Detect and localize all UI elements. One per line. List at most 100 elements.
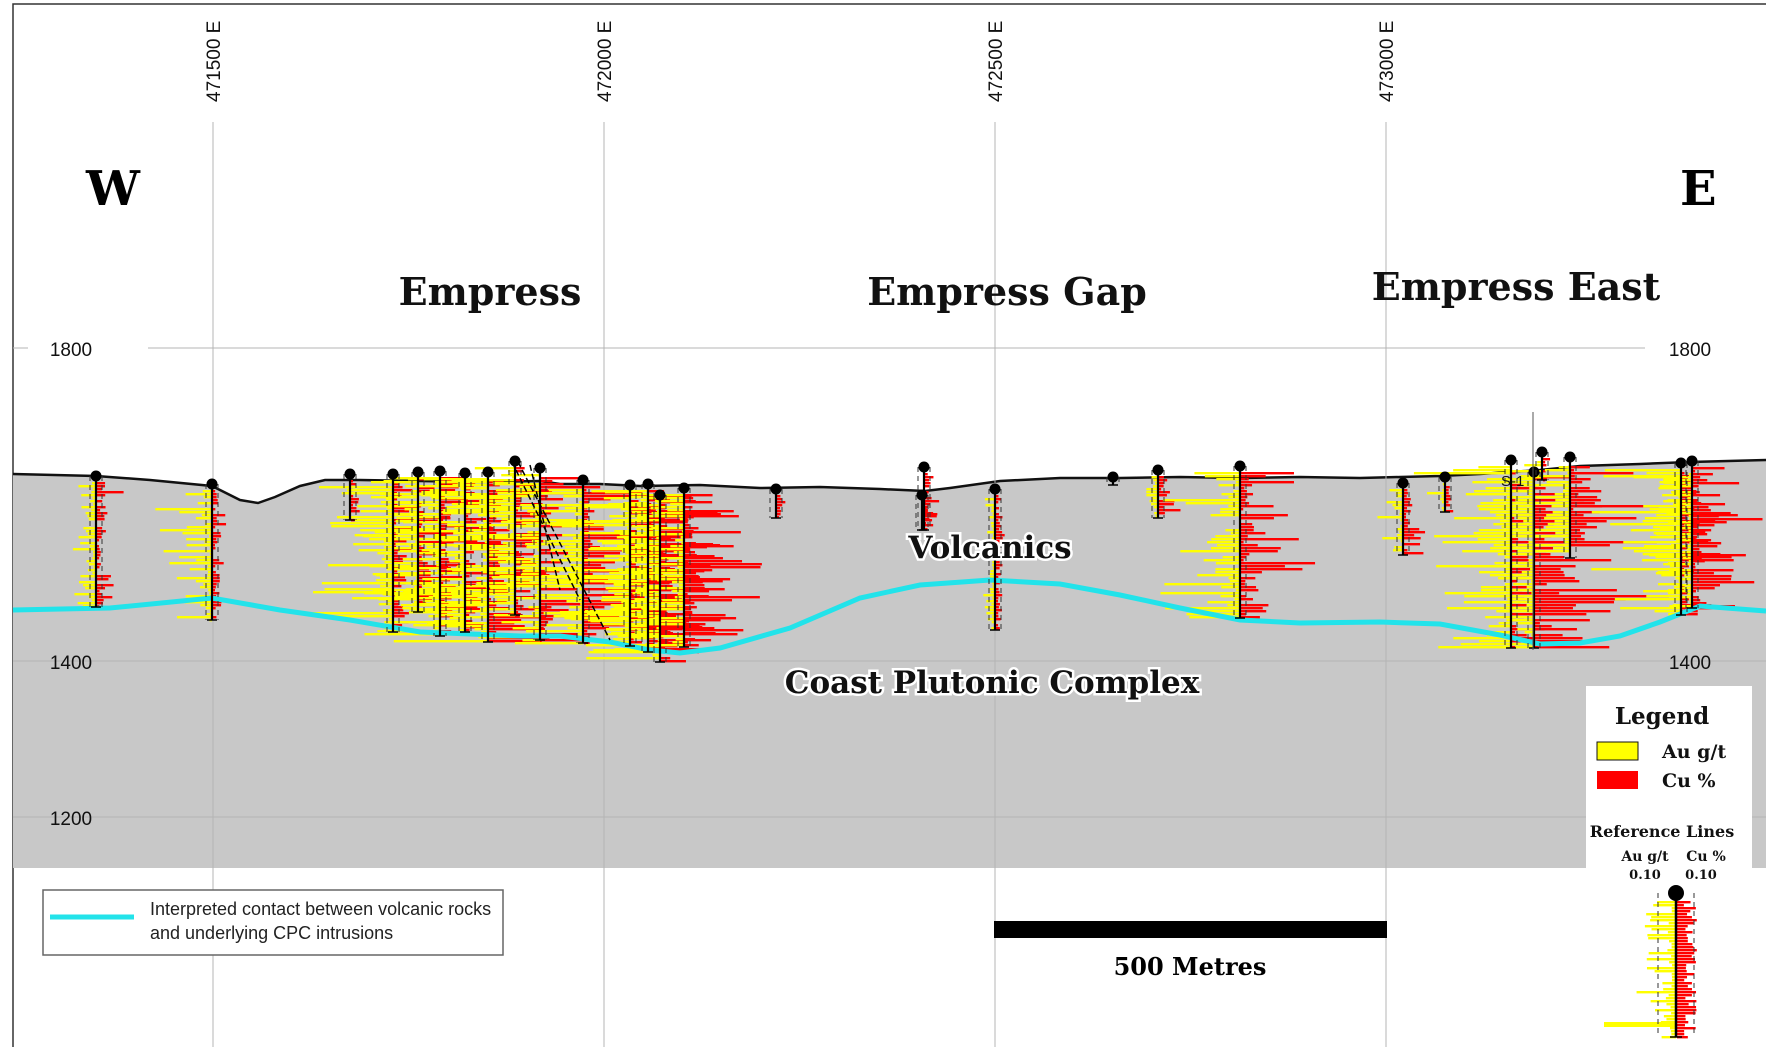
cu-assay-bar	[661, 525, 668, 528]
au-assay-bar	[631, 561, 660, 564]
au-assay-bar	[1400, 519, 1403, 522]
au-assay-bar	[1392, 549, 1403, 552]
cu-assay-bar	[1535, 595, 1669, 598]
au-assay-bar	[1434, 535, 1511, 538]
au-assay-bar	[628, 572, 684, 575]
au-assay-bar	[1678, 596, 1692, 599]
cu-assay-bar	[661, 660, 686, 663]
au-assay-bar	[461, 610, 488, 613]
au-assay-bar	[389, 477, 440, 480]
au-assay-bar	[204, 541, 212, 544]
au-assay-bar	[421, 549, 440, 552]
au-assay-bar	[1604, 1022, 1676, 1027]
cu-assay-bar	[1535, 574, 1565, 577]
au-assay-bar	[453, 479, 515, 482]
au-assay-bar	[586, 657, 660, 660]
cu-assay-bar	[1241, 538, 1299, 541]
au-assay-bar	[1395, 492, 1403, 495]
drillhole-collar	[1397, 477, 1409, 489]
au-assay-bar	[460, 563, 465, 566]
au-assay-bar	[629, 493, 648, 496]
au-assay-bar	[1622, 547, 1681, 550]
cu-assay-bar	[923, 528, 928, 531]
cu-assay-bar	[1241, 541, 1244, 544]
cu-assay-bar	[1404, 507, 1408, 510]
au-assay-bar	[1666, 1018, 1676, 1021]
cu-assay-bar	[996, 528, 1000, 531]
cu-assay-bar	[213, 520, 218, 523]
au-assay-bar	[501, 621, 540, 624]
cu-assay-bar	[213, 514, 226, 517]
cu-assay-bar	[685, 515, 739, 518]
cu-assay-bar	[1571, 511, 1600, 514]
cu-assay-bar	[1535, 598, 1626, 601]
au-assay-bar	[579, 506, 630, 509]
au-assay-bar	[507, 519, 583, 522]
cu-assay-bar	[661, 519, 689, 522]
au-assay-bar	[404, 508, 418, 511]
cu-assay-bar	[97, 527, 103, 530]
au-assay-bar	[681, 542, 684, 545]
au-assay-bar	[1643, 590, 1692, 593]
au-assay-bar	[500, 521, 515, 524]
au-assay-bar	[1520, 484, 1570, 487]
cu-assay-bar	[419, 523, 423, 526]
cu-assay-bar	[97, 563, 101, 566]
cu-assay-bar	[1241, 487, 1245, 490]
au-assay-bar	[1689, 542, 1692, 545]
au-assay-bar	[680, 536, 684, 539]
cu-assay-bar	[996, 594, 1003, 597]
au-assay-bar	[514, 642, 583, 645]
au-assay-bar	[1667, 931, 1676, 934]
au-assay-bar	[1567, 472, 1570, 475]
cu-assay-bar	[1693, 554, 1746, 557]
au-assay-bar	[603, 497, 630, 500]
au-assay-bar	[1528, 541, 1534, 544]
au-assay-bar	[1153, 506, 1158, 509]
cu-assay-bar	[584, 501, 590, 504]
drillhole-collar	[1528, 466, 1540, 478]
au-assay-bar	[1499, 520, 1511, 523]
au-assay-bar	[1676, 506, 1692, 509]
cu-assay-bar	[584, 603, 599, 606]
cu-assay-bar	[516, 569, 525, 572]
zone-label-empress: Empress	[399, 269, 582, 314]
au-assay-bar	[992, 597, 995, 600]
cu-assay-bar	[541, 489, 548, 492]
cu-assay-bar	[419, 562, 428, 565]
cu-assay-bar	[213, 493, 217, 496]
cu-assay-bar	[466, 518, 487, 521]
cu-assay-bar	[1535, 571, 1564, 574]
cu-assay-bar	[1159, 494, 1167, 497]
drillhole-collar	[1152, 464, 1164, 476]
contact-legend-box	[42, 889, 504, 956]
au-assay-bar	[1485, 487, 1511, 490]
cu-assay-bar	[213, 589, 216, 592]
cu-assay-bar	[1677, 952, 1695, 955]
au-assay-bar	[614, 530, 630, 533]
cu-assay-bar	[541, 627, 544, 630]
cu-assay-bar	[1571, 520, 1607, 523]
cu-assay-bar	[996, 522, 1000, 525]
au-assay-bar	[1682, 557, 1692, 560]
au-assay-bar	[533, 555, 540, 558]
cu-assay-bar	[1241, 484, 1253, 487]
cu-assay-bar	[925, 491, 929, 494]
au-assay-bar	[481, 534, 540, 537]
cu-assay-bar	[541, 486, 601, 489]
au-assay-bar	[437, 570, 440, 573]
cu-assay-bar	[1404, 525, 1408, 528]
cu-assay-bar	[419, 535, 425, 538]
au-assay-bar	[1210, 514, 1240, 517]
cu-assay-bar	[996, 540, 1002, 543]
cu-assay-bar	[441, 549, 446, 552]
cu-assay-bar	[1241, 577, 1256, 580]
au-assay-bar	[654, 500, 684, 503]
cu-assay-bar	[1571, 469, 1575, 472]
cu-assay-bar	[1404, 543, 1421, 546]
au-assay-bar	[1654, 970, 1676, 973]
au-assay-bar	[563, 555, 583, 558]
cu-assay-bar	[1241, 565, 1285, 568]
drillhole-collar	[1234, 460, 1246, 472]
au-assay-bar	[1655, 572, 1692, 575]
